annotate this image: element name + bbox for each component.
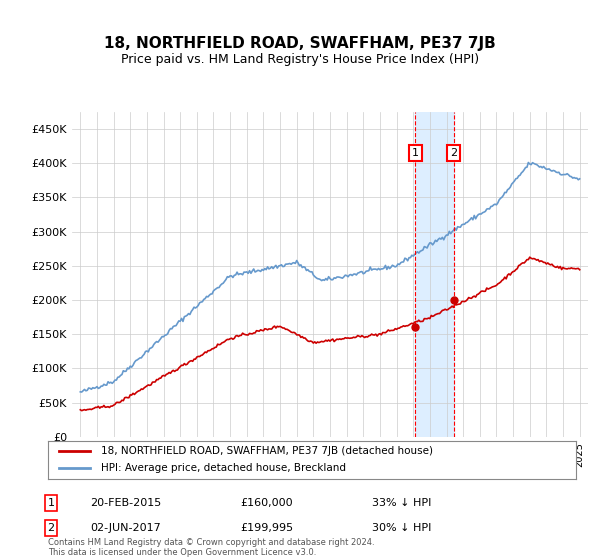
Text: Contains HM Land Registry data © Crown copyright and database right 2024.
This d: Contains HM Land Registry data © Crown c… — [48, 538, 374, 557]
Text: Price paid vs. HM Land Registry's House Price Index (HPI): Price paid vs. HM Land Registry's House … — [121, 53, 479, 66]
Bar — [415, 112, 454, 437]
Text: 02-JUN-2017: 02-JUN-2017 — [90, 523, 161, 533]
Text: 20-FEB-2015: 20-FEB-2015 — [90, 498, 161, 508]
Text: 30% ↓ HPI: 30% ↓ HPI — [372, 523, 431, 533]
Text: 1: 1 — [412, 148, 419, 158]
Text: HPI: Average price, detached house, Breckland: HPI: Average price, detached house, Brec… — [101, 463, 346, 473]
Text: £199,995: £199,995 — [240, 523, 293, 533]
Text: 18, NORTHFIELD ROAD, SWAFFHAM, PE37 7JB: 18, NORTHFIELD ROAD, SWAFFHAM, PE37 7JB — [104, 36, 496, 52]
Text: 2: 2 — [47, 523, 55, 533]
Text: 33% ↓ HPI: 33% ↓ HPI — [372, 498, 431, 508]
Text: £160,000: £160,000 — [240, 498, 293, 508]
Text: 2: 2 — [450, 148, 457, 158]
Text: 1: 1 — [47, 498, 55, 508]
Text: 18, NORTHFIELD ROAD, SWAFFHAM, PE37 7JB (detached house): 18, NORTHFIELD ROAD, SWAFFHAM, PE37 7JB … — [101, 446, 433, 456]
